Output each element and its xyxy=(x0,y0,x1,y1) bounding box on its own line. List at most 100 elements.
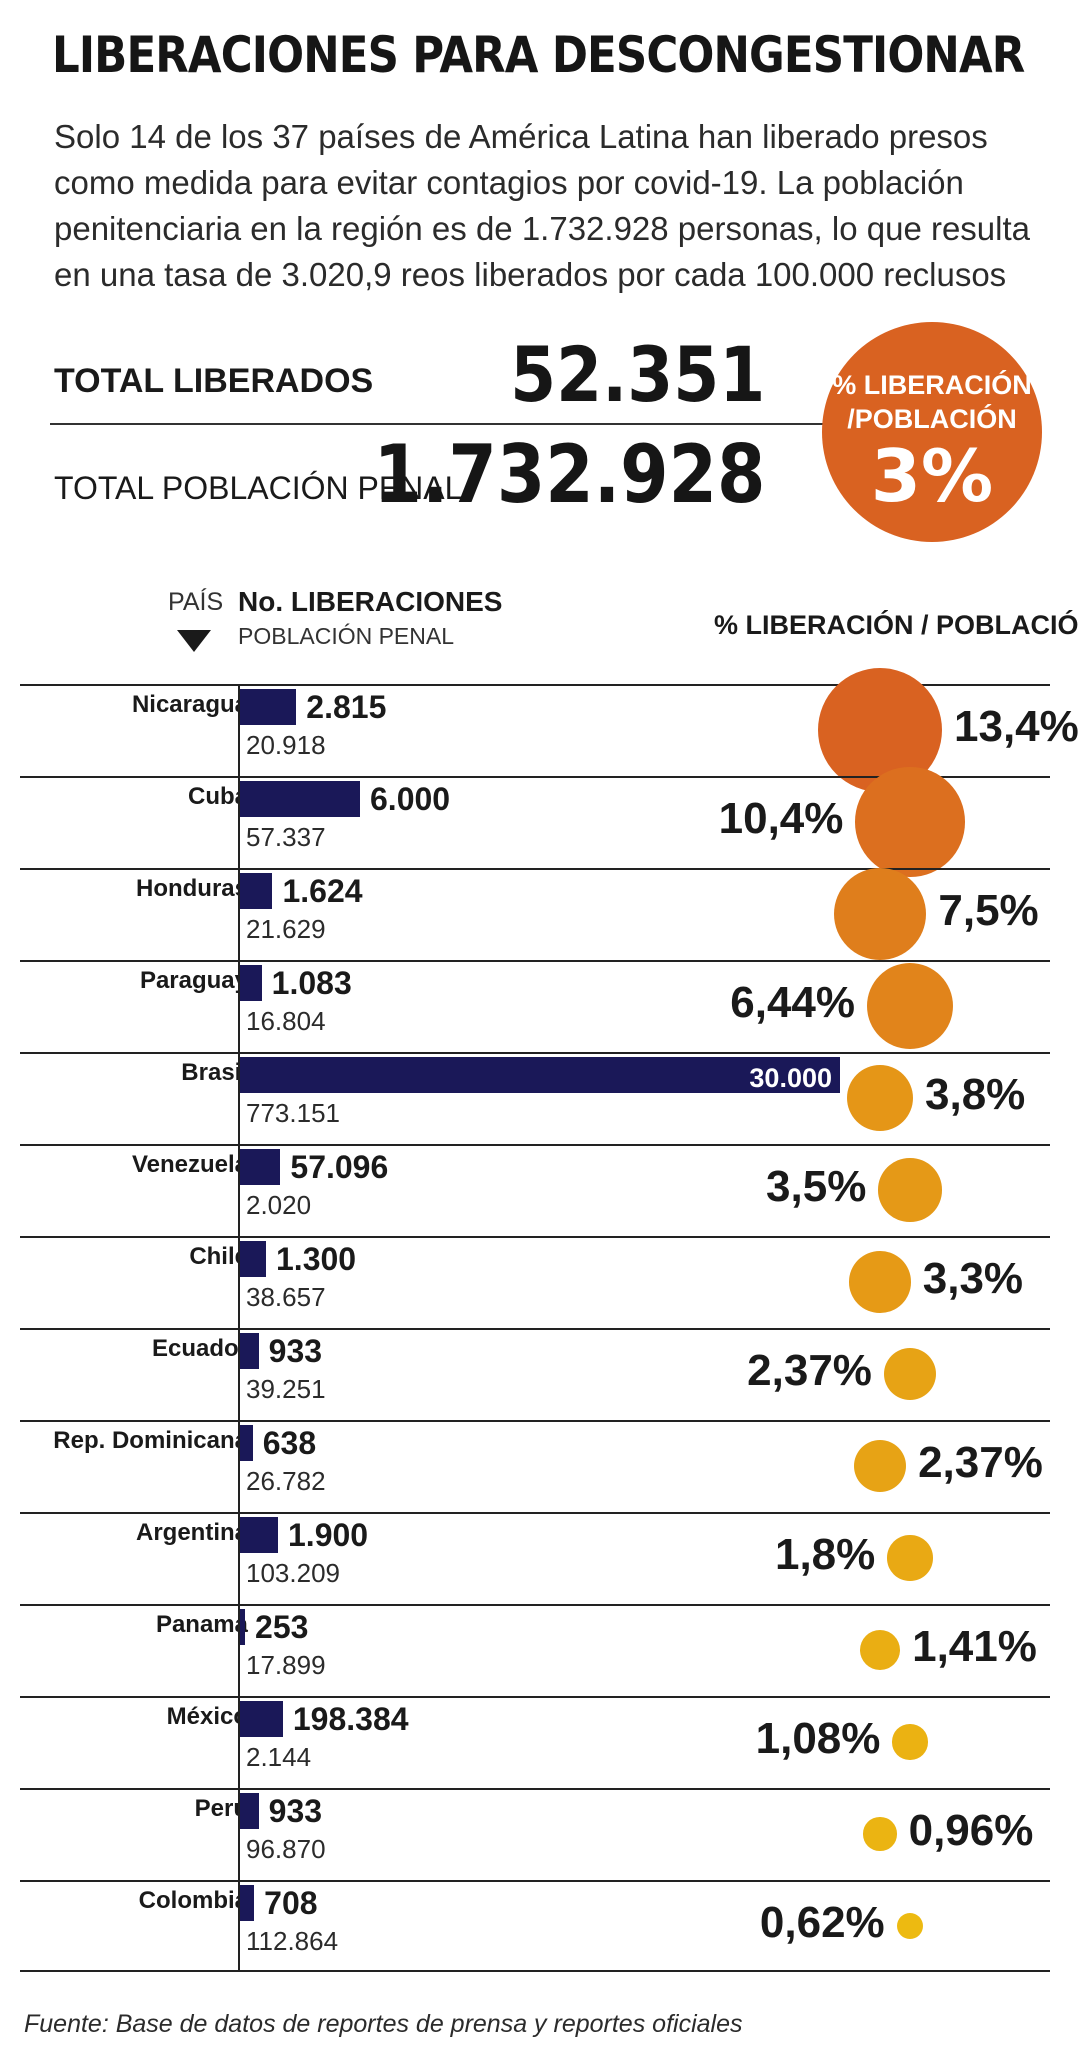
table-row: Nicaragua 2.815 20.918 13,4% xyxy=(20,668,1079,792)
poblacion-value: 57.337 xyxy=(246,822,326,852)
table-row: Cuba 6.000 57.337 10,4% xyxy=(20,767,1050,877)
table-row: Argentina 1.900 103.209 1,8% xyxy=(20,1512,1050,1604)
poblacion-value: 17.899 xyxy=(246,1650,326,1680)
pct-value: 1,41% xyxy=(912,1622,1037,1671)
source-note: Fuente: Base de datos de reportes de pre… xyxy=(24,2010,743,2038)
liberaciones-bar xyxy=(240,689,297,725)
country-label: Nicaragua xyxy=(131,691,248,718)
table-bottom-rule xyxy=(20,1970,1050,1972)
liberaciones-value: 933 xyxy=(268,1333,323,1369)
liberaciones-bar xyxy=(240,1793,259,1829)
pct-value: 2,37% xyxy=(747,1346,872,1395)
country-label: Venezuela xyxy=(131,1151,248,1178)
country-label: Panamá xyxy=(155,1611,248,1638)
liberaciones-bar xyxy=(240,1701,283,1737)
bar-axis-line xyxy=(238,684,240,1970)
liberaciones-value: 30.000 xyxy=(749,1063,832,1093)
pct-bubble xyxy=(849,1251,911,1313)
liberaciones-bar xyxy=(240,1149,281,1185)
poblacion-value: 16.804 xyxy=(246,1006,326,1036)
liberaciones-bar xyxy=(240,1885,255,1921)
row-divider xyxy=(20,684,1050,686)
country-label: Colombia xyxy=(138,1887,248,1914)
chart-subtitle: Solo 14 de los 37 países de América Lati… xyxy=(54,118,1031,293)
totals-divider xyxy=(50,423,830,425)
liberaciones-bar xyxy=(240,1425,253,1461)
liberaciones-bar xyxy=(240,1057,840,1093)
liberaciones-bar xyxy=(240,1241,266,1277)
row-divider xyxy=(20,868,1050,870)
pct-value: 2,37% xyxy=(918,1438,1043,1487)
table-row: Honduras 1.624 21.629 7,5% xyxy=(20,867,1050,961)
pct-badge-value: 3% xyxy=(870,434,994,518)
country-label: Paraguay xyxy=(139,967,248,994)
table-row: Colombia 708 112.864 0,62% xyxy=(20,1880,1050,1972)
table-row: Chile 1.300 38.657 3,3% xyxy=(20,1236,1050,1328)
total-poblacion-label: TOTAL POBLACIÓN PENAL xyxy=(54,470,463,506)
liberaciones-value: 1.083 xyxy=(271,965,352,1001)
liberaciones-value: 2.815 xyxy=(306,689,387,725)
row-divider xyxy=(20,1788,1050,1790)
liberaciones-value: 57.096 xyxy=(290,1149,389,1185)
liberaciones-bar xyxy=(240,965,262,1001)
row-divider xyxy=(20,1420,1050,1422)
country-label: Honduras xyxy=(135,875,248,902)
pct-bubble xyxy=(863,1817,897,1851)
table-row: Paraguay 1.083 16.804 6,44% xyxy=(20,960,1050,1052)
row-divider xyxy=(20,1328,1050,1330)
table-row: Rep. Dominicana 638 26.782 2,37% xyxy=(20,1420,1050,1512)
pct-bubble xyxy=(853,1439,907,1493)
pct-bubble xyxy=(878,1158,942,1222)
pct-bubble xyxy=(892,1724,928,1760)
table-row: Brasil 30.000 773.151 3,8% xyxy=(20,1052,1050,1144)
pct-bubble xyxy=(833,867,927,961)
pct-value: 1,8% xyxy=(774,1530,876,1579)
row-divider xyxy=(20,960,1050,962)
liberaciones-value: 1.624 xyxy=(282,873,363,909)
liberaciones-bar xyxy=(240,1609,246,1645)
poblacion-value: 2.020 xyxy=(246,1190,312,1220)
row-divider xyxy=(20,1880,1050,1882)
row-divider xyxy=(20,1512,1050,1514)
liberaciones-value: 1.300 xyxy=(276,1241,357,1277)
table-row: Ecuador 933 39.251 2,37% xyxy=(20,1328,1050,1420)
pct-bubble xyxy=(867,963,953,1049)
pct-value: 0,62% xyxy=(759,1898,885,1947)
poblacion-value: 21.629 xyxy=(246,914,326,944)
pct-value: 0,96% xyxy=(908,1806,1034,1855)
liberaciones-value: 638 xyxy=(262,1425,317,1461)
header-pct: % LIBERACIÓN / POBLACIÓN xyxy=(714,610,1080,640)
country-label: México xyxy=(166,1703,248,1730)
pct-bubble xyxy=(896,1912,924,1940)
pct-badge-line2: /POBLACIÓN xyxy=(847,404,1017,434)
row-divider xyxy=(20,1696,1050,1698)
pct-value: 13,4% xyxy=(954,702,1079,751)
country-label: Ecuador xyxy=(151,1335,248,1362)
poblacion-value: 103.209 xyxy=(246,1558,340,1588)
pct-value: 3,3% xyxy=(922,1254,1024,1303)
header-poblacion: POBLACIÓN PENAL xyxy=(238,623,455,649)
chart-title: LIBERACIONES PARA DESCONGESTIONAR xyxy=(52,26,1025,84)
table-row: Venezuela 57.096 2.020 3,5% xyxy=(20,1144,1050,1236)
liberaciones-value: 253 xyxy=(255,1609,309,1645)
pct-bubble xyxy=(859,1629,901,1671)
pct-bubble xyxy=(846,1064,913,1131)
poblacion-value: 96.870 xyxy=(246,1834,326,1864)
pct-value: 10,4% xyxy=(718,794,844,843)
country-label: Brasil xyxy=(181,1059,248,1086)
country-label: Rep. Dominicana xyxy=(53,1427,248,1454)
table-row: Panamá 253 17.899 1,41% xyxy=(20,1604,1050,1696)
liberaciones-bar xyxy=(240,781,360,817)
liberaciones-value: 198.384 xyxy=(292,1701,409,1737)
liberaciones-bar xyxy=(240,1333,259,1369)
down-arrow-icon xyxy=(177,630,211,652)
liberaciones-bar xyxy=(240,1517,278,1553)
pct-bubble xyxy=(887,1535,933,1581)
pct-value: 1,08% xyxy=(755,1714,881,1763)
row-divider xyxy=(20,1604,1050,1606)
poblacion-value: 38.657 xyxy=(246,1282,326,1312)
row-divider xyxy=(20,1144,1050,1146)
row-divider xyxy=(20,776,1050,778)
table-row: México 198.384 2.144 1,08% xyxy=(20,1696,1050,1788)
pct-bubble xyxy=(883,1347,937,1401)
